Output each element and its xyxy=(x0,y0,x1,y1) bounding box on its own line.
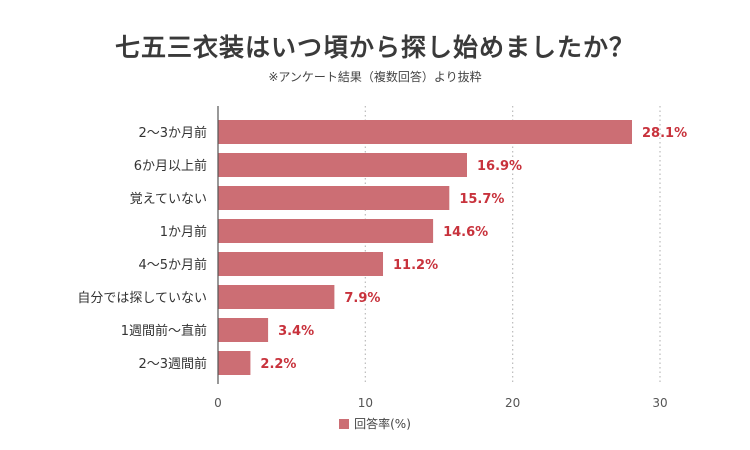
category-label: 自分では探していない xyxy=(77,291,207,306)
grid-lines xyxy=(364,106,661,384)
legend-swatch xyxy=(339,419,350,429)
value-label: 14.6% xyxy=(443,225,488,240)
value-label: 2.2% xyxy=(260,357,296,372)
bar xyxy=(218,318,269,342)
chart-subtitle: ※アンケート結果（複数回答）より抜粋 xyxy=(268,70,482,84)
legend-label: 回答率(%) xyxy=(354,417,411,431)
bar xyxy=(218,252,384,276)
bar xyxy=(218,186,450,210)
category-label: 6か月以上前 xyxy=(134,158,207,174)
x-tick-label: 0 xyxy=(214,396,222,410)
category-label: 1週間前〜直前 xyxy=(121,323,207,339)
value-label: 11.2% xyxy=(393,258,438,273)
category-label: 覚えていない xyxy=(130,192,207,207)
bar xyxy=(218,153,467,177)
bar xyxy=(218,351,251,375)
legend: 回答率(%) xyxy=(0,415,750,432)
category-label: 4〜5か月前 xyxy=(138,257,207,273)
x-tick-label: 20 xyxy=(505,396,520,410)
category-label: 2〜3か月前 xyxy=(138,125,207,141)
bar xyxy=(218,219,434,243)
category-label: 2〜3週間前 xyxy=(138,356,207,372)
value-labels: 28.1% 16.9% 15.7% 14.6% 11.2% 7.9% 3.4% 2.2% xyxy=(260,126,687,372)
category-label: 1か月前 xyxy=(160,224,207,240)
bar xyxy=(218,285,335,309)
bars xyxy=(218,120,633,375)
value-label: 16.9% xyxy=(477,159,522,174)
x-tick-labels: 0 10 20 30 xyxy=(214,396,667,410)
value-label: 7.9% xyxy=(344,291,380,306)
value-label: 15.7% xyxy=(459,192,504,207)
x-tick-label: 10 xyxy=(358,396,373,410)
x-tick-label: 30 xyxy=(652,396,667,410)
chart-title: 七五三衣装はいつ頃から探し始めましたか？ xyxy=(114,33,635,62)
value-label: 3.4% xyxy=(278,324,314,339)
bar xyxy=(218,120,633,144)
value-label: 28.1% xyxy=(642,126,687,141)
